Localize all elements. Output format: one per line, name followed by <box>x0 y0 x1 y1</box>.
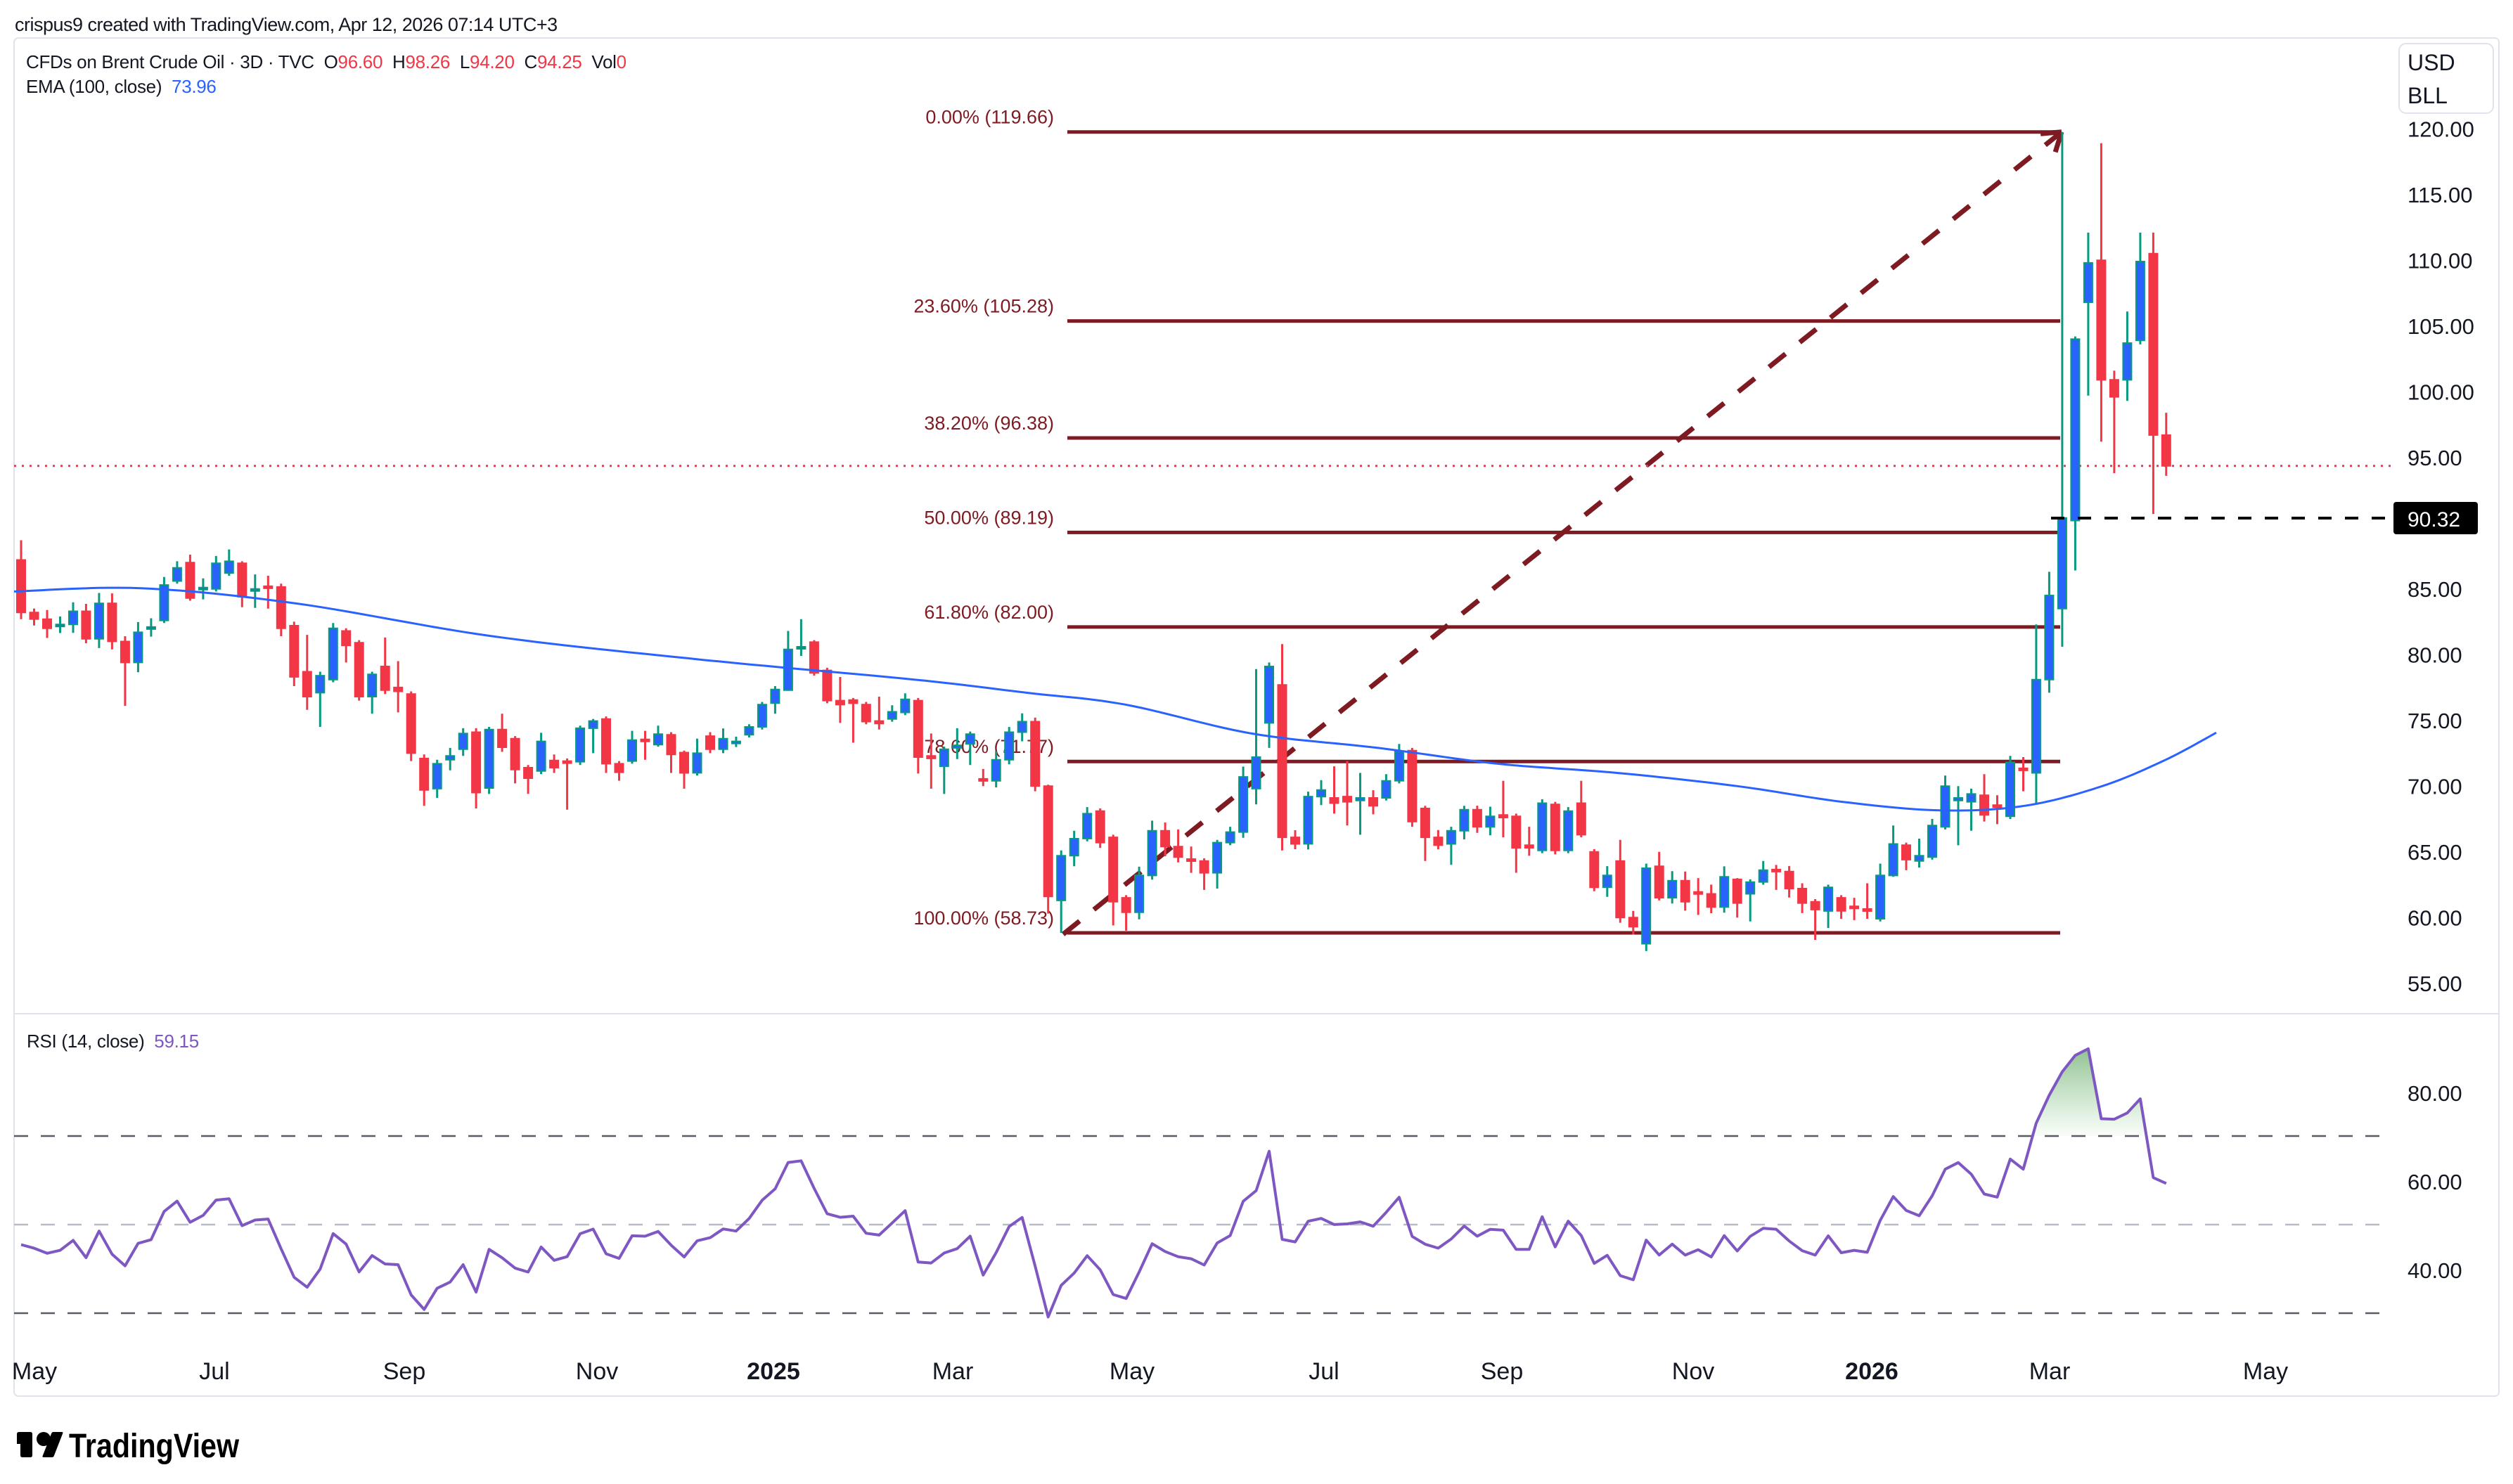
svg-text:65.00: 65.00 <box>2408 840 2462 865</box>
svg-text:100.00% (58.73): 100.00% (58.73) <box>913 908 1054 929</box>
svg-text:105.00: 105.00 <box>2408 314 2474 339</box>
svg-text:Sep: Sep <box>1481 1358 1524 1385</box>
svg-text:80.00: 80.00 <box>2408 643 2462 667</box>
svg-text:2026: 2026 <box>1845 1358 1898 1385</box>
svg-text:USD: USD <box>2408 50 2455 75</box>
svg-text:70.00: 70.00 <box>2408 774 2462 799</box>
svg-text:85.00: 85.00 <box>2408 577 2462 602</box>
svg-text:TradingView: TradingView <box>69 1428 240 1465</box>
svg-text:Jul: Jul <box>1309 1358 1339 1385</box>
svg-text:110.00: 110.00 <box>2408 248 2473 273</box>
svg-text:80.00: 80.00 <box>2408 1081 2462 1106</box>
svg-text:Mar: Mar <box>2029 1358 2071 1385</box>
svg-text:crispus9 created with TradingV: crispus9 created with TradingView.com, A… <box>15 14 558 35</box>
svg-text:60.00: 60.00 <box>2408 1170 2462 1194</box>
svg-text:90.32: 90.32 <box>2408 508 2460 531</box>
svg-text:60.00: 60.00 <box>2408 905 2462 930</box>
svg-text:Nov: Nov <box>1672 1358 1714 1385</box>
svg-text:Mar: Mar <box>932 1358 974 1385</box>
svg-text:May: May <box>1110 1358 1155 1385</box>
svg-text:61.80% (82.00): 61.80% (82.00) <box>924 602 1054 623</box>
svg-text:40.00: 40.00 <box>2408 1258 2462 1283</box>
svg-text:BLL: BLL <box>2408 83 2448 108</box>
svg-text:100.00: 100.00 <box>2408 380 2474 404</box>
svg-text:2025: 2025 <box>747 1358 800 1385</box>
svg-text:120.00: 120.00 <box>2408 117 2474 141</box>
svg-text:0.00% (119.66): 0.00% (119.66) <box>925 107 1054 128</box>
svg-text:115.00: 115.00 <box>2408 183 2473 207</box>
svg-text:RSI (14, close) 59.15: RSI (14, close) 59.15 <box>27 1031 199 1052</box>
svg-text:Nov: Nov <box>576 1358 618 1385</box>
svg-text:May: May <box>2243 1358 2288 1385</box>
svg-text:EMA (100, close) 73.96: EMA (100, close) 73.96 <box>26 76 217 97</box>
svg-text:Jul: Jul <box>199 1358 229 1385</box>
svg-text:Sep: Sep <box>383 1358 426 1385</box>
svg-text:95.00: 95.00 <box>2408 446 2462 470</box>
svg-text:75.00: 75.00 <box>2408 709 2462 733</box>
svg-text:May: May <box>12 1358 57 1385</box>
svg-text:38.20% (96.38): 38.20% (96.38) <box>924 413 1054 434</box>
svg-text:23.60% (105.28): 23.60% (105.28) <box>913 296 1054 317</box>
svg-text:50.00% (89.19): 50.00% (89.19) <box>924 507 1054 528</box>
svg-text:55.00: 55.00 <box>2408 972 2462 996</box>
svg-text:CFDs on Brent Crude Oil · 3D ·: CFDs on Brent Crude Oil · 3D · TVC O96.6… <box>26 51 626 72</box>
